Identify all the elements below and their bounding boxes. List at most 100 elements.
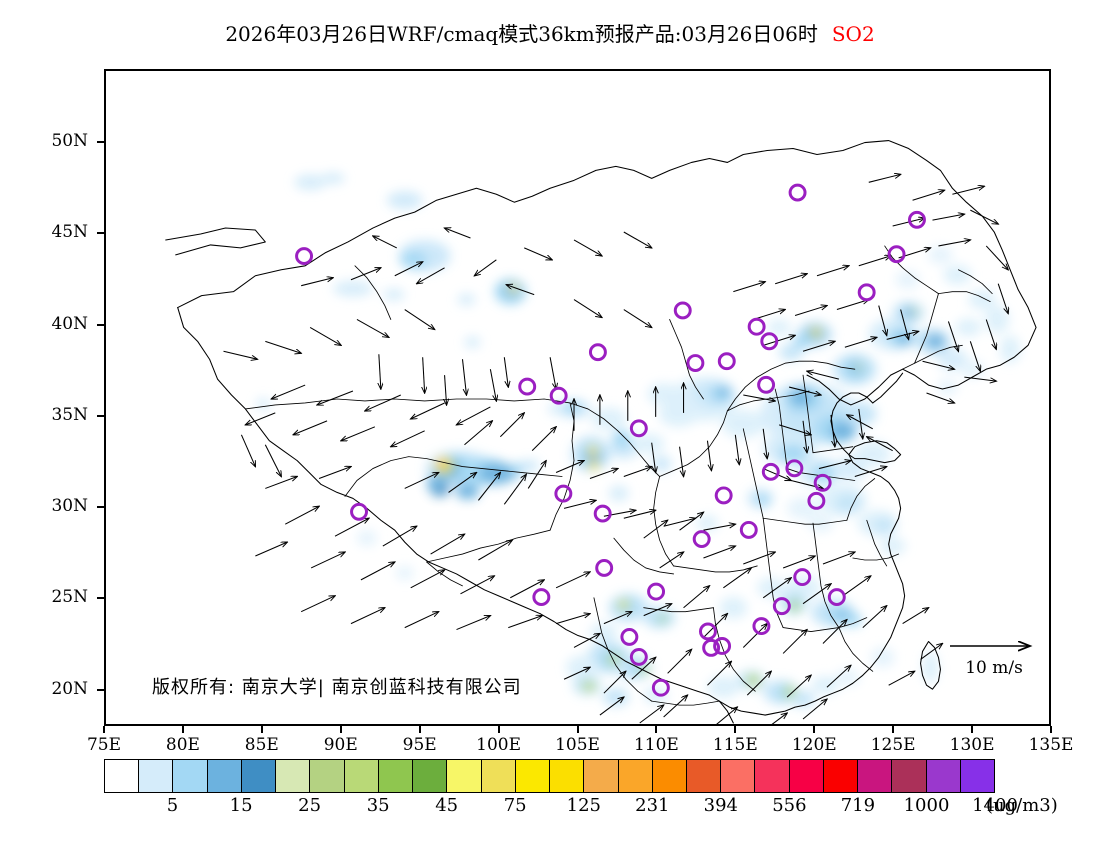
station-marker-group[interactable] bbox=[295, 183, 926, 697]
station-marker[interactable] bbox=[629, 647, 648, 666]
x-axis-tick bbox=[1050, 726, 1052, 733]
x-axis-tick bbox=[892, 726, 895, 733]
y-axis-tick bbox=[97, 141, 104, 143]
station-marker[interactable] bbox=[739, 520, 758, 539]
station-marker[interactable] bbox=[757, 375, 776, 394]
y-axis-label: 25N bbox=[51, 587, 88, 608]
station-marker[interactable] bbox=[651, 678, 670, 697]
station-marker[interactable] bbox=[752, 617, 771, 636]
y-axis-tick bbox=[97, 414, 104, 417]
colorbar-segment bbox=[789, 760, 824, 792]
x-axis-tick bbox=[497, 726, 500, 733]
station-marker[interactable] bbox=[713, 637, 732, 655]
colorbar-units-label: (ug/m3) bbox=[986, 795, 1058, 816]
colorbar-segment bbox=[310, 760, 345, 792]
station-marker[interactable] bbox=[532, 588, 551, 607]
station-marker[interactable] bbox=[295, 247, 314, 266]
map-boundaries bbox=[165, 140, 1037, 724]
station-marker[interactable] bbox=[772, 597, 791, 616]
colorbar-segment bbox=[276, 760, 311, 792]
colorbar-label: 556 bbox=[772, 795, 807, 816]
colorbar-segment bbox=[105, 760, 140, 792]
colorbar-label: 1000 bbox=[903, 795, 950, 816]
station-marker[interactable] bbox=[714, 486, 733, 505]
station-marker[interactable] bbox=[698, 622, 717, 641]
colorbar-tick-labels: 5 15 25 35 45 75 125 231 394 556 719 1000 1400 bbox=[104, 795, 1018, 819]
map-canvas[interactable] bbox=[106, 71, 1049, 724]
colorbar-label: 394 bbox=[703, 795, 738, 816]
station-marker[interactable] bbox=[629, 419, 648, 438]
colorbar-segment bbox=[515, 760, 551, 792]
x-axis-label: 110E bbox=[633, 735, 679, 755]
station-marker[interactable] bbox=[549, 386, 568, 405]
station-marker[interactable] bbox=[717, 352, 736, 371]
station-marker[interactable] bbox=[785, 459, 804, 478]
colorbar-segment bbox=[858, 760, 893, 792]
station-marker[interactable] bbox=[857, 283, 876, 302]
colorbar-segment bbox=[823, 760, 859, 792]
colorbar-label: 231 bbox=[635, 795, 670, 816]
colorbar-segment bbox=[344, 760, 379, 792]
colorbar-segment bbox=[618, 760, 653, 792]
x-axis-label: 105E bbox=[555, 735, 600, 755]
page-title: 2026年03月26日WRF/cmaq模式36km预报产品:03月26日06时 S… bbox=[0, 18, 1100, 47]
y-axis-tick bbox=[97, 323, 104, 326]
station-marker[interactable] bbox=[807, 491, 826, 510]
station-marker[interactable] bbox=[887, 245, 906, 264]
station-marker[interactable] bbox=[554, 484, 573, 503]
station-marker[interactable] bbox=[673, 301, 692, 320]
map-plot-area[interactable] bbox=[104, 69, 1051, 726]
colorbar-label: 25 bbox=[298, 795, 322, 816]
colorbar-segment bbox=[413, 760, 448, 792]
colorbar-segment bbox=[481, 760, 516, 792]
x-axis-label: 125E bbox=[870, 735, 916, 755]
station-marker[interactable] bbox=[760, 332, 779, 351]
station-marker[interactable] bbox=[588, 343, 607, 362]
station-marker[interactable] bbox=[827, 588, 846, 607]
station-marker[interactable] bbox=[793, 568, 812, 587]
colorbar-label: 125 bbox=[566, 795, 601, 816]
colorbar-segment bbox=[755, 760, 790, 792]
x-axis-label: 75E bbox=[86, 735, 122, 755]
station-marker[interactable] bbox=[518, 377, 537, 396]
x-axis-tick bbox=[103, 726, 105, 733]
colorbar-segment bbox=[207, 760, 242, 792]
colorbar-label: 45 bbox=[435, 795, 459, 816]
station-marker[interactable] bbox=[593, 504, 612, 523]
colorbar-label: 35 bbox=[366, 795, 390, 816]
colorbar[interactable] bbox=[104, 759, 995, 793]
concentration-field bbox=[256, 172, 1021, 708]
station-marker[interactable] bbox=[747, 317, 766, 336]
colorbar-segment bbox=[926, 760, 961, 792]
station-marker[interactable] bbox=[761, 462, 780, 481]
station-marker[interactable] bbox=[813, 473, 832, 492]
y-axis-label: 50N bbox=[51, 131, 88, 151]
colorbar-label: 719 bbox=[840, 795, 876, 816]
station-marker[interactable] bbox=[350, 502, 368, 521]
station-marker[interactable] bbox=[620, 627, 639, 646]
x-axis-label: 85E bbox=[244, 735, 279, 755]
station-marker[interactable] bbox=[702, 638, 721, 657]
colorbar-segment bbox=[139, 760, 174, 792]
x-axis-tick bbox=[734, 726, 737, 733]
colorbar-segment bbox=[241, 760, 277, 792]
colorbar-segment bbox=[550, 760, 585, 792]
wind-speed-legend: 10 m/s bbox=[948, 636, 1040, 678]
station-marker[interactable] bbox=[647, 582, 666, 601]
x-axis-tick bbox=[971, 726, 974, 733]
x-axis-label: 135E bbox=[1028, 735, 1074, 755]
station-marker[interactable] bbox=[692, 530, 711, 548]
station-marker[interactable] bbox=[907, 210, 926, 229]
colorbar-label: 15 bbox=[229, 795, 253, 816]
x-axis-label: 130E bbox=[949, 735, 995, 755]
colorbar-segment bbox=[652, 760, 687, 792]
colorbar-segment bbox=[378, 760, 414, 792]
station-marker[interactable] bbox=[686, 354, 705, 372]
wind-vector-field bbox=[223, 174, 1009, 724]
station-marker[interactable] bbox=[595, 559, 614, 577]
x-axis-tick bbox=[655, 726, 658, 733]
title-text: 2026年03月26日WRF/cmaq模式36km预报产品:03月26日06时 bbox=[225, 22, 818, 46]
y-axis-label: 45N bbox=[51, 222, 88, 243]
x-axis-label: 95E bbox=[402, 735, 437, 755]
station-marker[interactable] bbox=[788, 183, 807, 202]
